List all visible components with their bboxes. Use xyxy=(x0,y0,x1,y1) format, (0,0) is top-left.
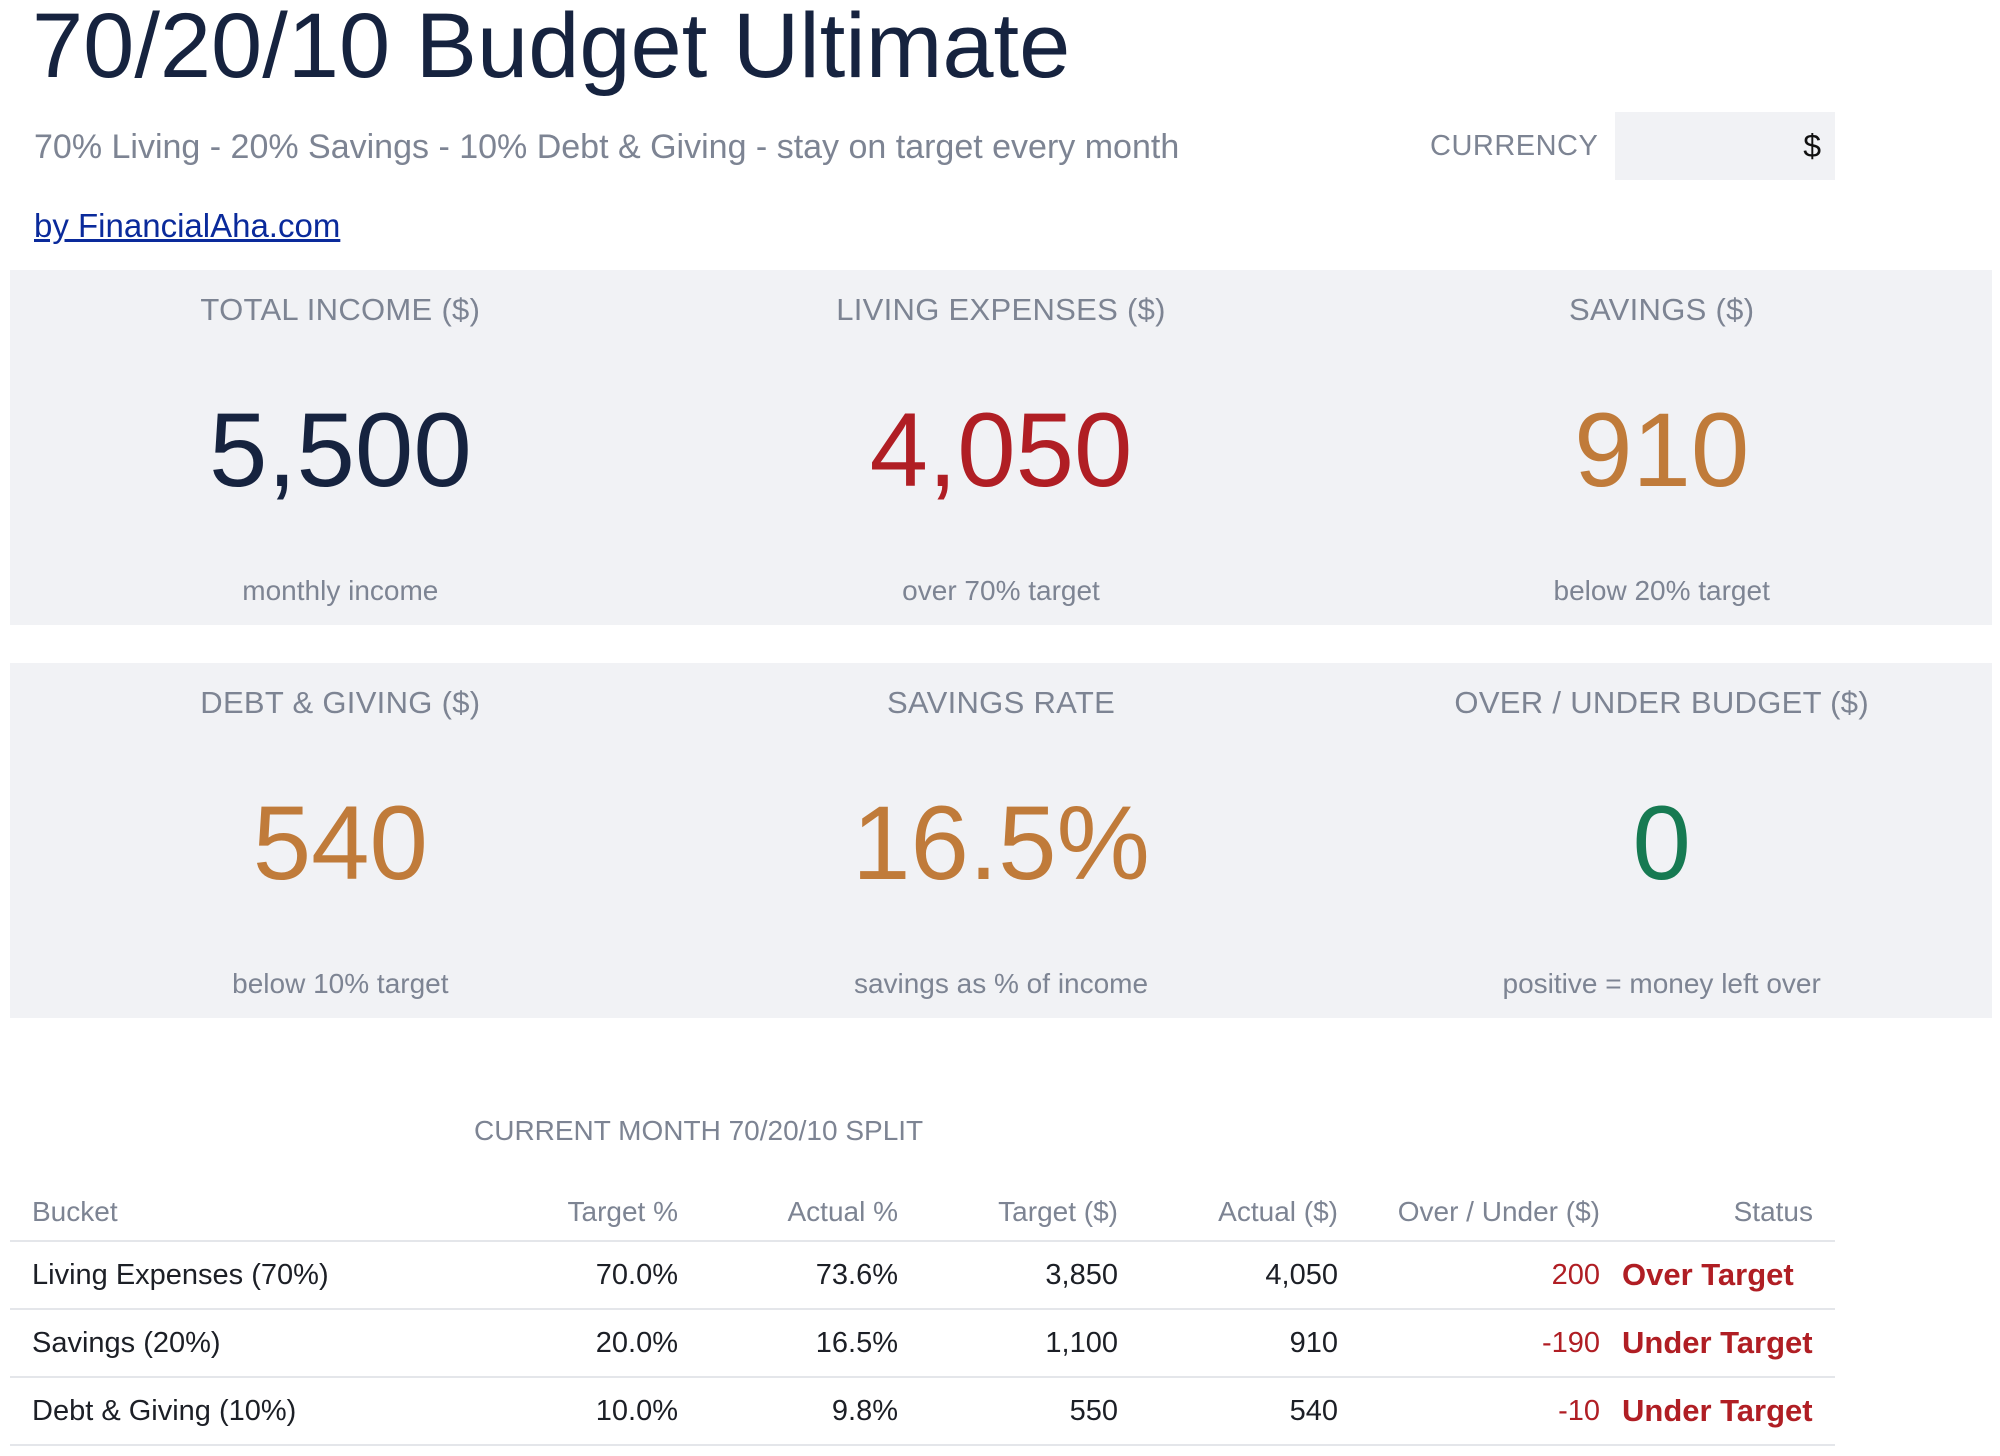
column-header: Actual % xyxy=(700,1184,920,1242)
card-note: positive = money left over xyxy=(1502,968,1821,999)
card-value: 910 xyxy=(1574,392,1750,509)
currency-label: CURRENCY xyxy=(1430,130,1599,162)
byline-link[interactable]: by FinancialAha.com xyxy=(34,207,341,244)
column-header: Target ($) xyxy=(920,1184,1140,1242)
target-pct-cell: 10.0% xyxy=(480,1377,700,1446)
card-label: SAVINGS RATE xyxy=(886,685,1116,720)
target-pct-cell: 20.0% xyxy=(480,1309,700,1378)
card-note: monthly income xyxy=(242,575,439,606)
summary-panel-top: TOTAL INCOME ($) 5,500 monthly income LI… xyxy=(10,270,1992,625)
column-header: Actual ($) xyxy=(1140,1184,1360,1242)
summary-panel-bottom: DEBT & GIVING ($) 540 below 10% target S… xyxy=(10,663,1992,1018)
table-row: Living Expenses (70%) 70.0% 73.6% 3,850 … xyxy=(10,1241,1835,1310)
card-label: DEBT & GIVING ($) xyxy=(200,685,481,720)
page-title: 70/20/10 Budget Ultimate xyxy=(32,0,1071,97)
table-row: Debt & Giving (10%) 10.0% 9.8% 550 540 -… xyxy=(10,1377,1835,1446)
card-value: 16.5% xyxy=(852,785,1150,902)
actual-amount-cell: 910 xyxy=(1140,1309,1360,1378)
actual-pct-cell: 73.6% xyxy=(700,1241,920,1310)
over-under-cell: 200 xyxy=(1360,1241,1622,1310)
target-amount-cell: 1,100 xyxy=(920,1309,1140,1378)
card-value: 540 xyxy=(252,785,428,902)
card-note: below 10% target xyxy=(232,968,449,999)
card-total-income: TOTAL INCOME ($) 5,500 monthly income xyxy=(10,270,671,625)
split-table: Bucket Target % Actual % Target ($) Actu… xyxy=(10,1184,1835,1446)
card-value: 4,050 xyxy=(869,392,1133,509)
status-cell: Over Target xyxy=(1622,1241,1835,1310)
status-cell: Under Target xyxy=(1622,1377,1835,1446)
split-section-title: CURRENT MONTH 70/20/10 SPLIT xyxy=(474,1115,924,1146)
card-debt-giving: DEBT & GIVING ($) 540 below 10% target xyxy=(10,663,671,1018)
actual-amount-cell: 4,050 xyxy=(1140,1241,1360,1310)
card-note: savings as % of income xyxy=(853,968,1149,999)
card-note: below 20% target xyxy=(1553,575,1770,606)
card-savings: SAVINGS ($) 910 below 20% target xyxy=(1331,270,1992,625)
column-header: Bucket xyxy=(10,1184,480,1242)
card-label: OVER / UNDER BUDGET ($) xyxy=(1454,685,1869,720)
card-label: LIVING EXPENSES ($) xyxy=(836,292,1166,327)
card-over-under: OVER / UNDER BUDGET ($) 0 positive = mon… xyxy=(1331,663,1992,1018)
column-header: Target % xyxy=(480,1184,700,1242)
actual-pct-cell: 16.5% xyxy=(700,1309,920,1378)
card-note: over 70% target xyxy=(902,575,1100,606)
target-amount-cell: 3,850 xyxy=(920,1241,1140,1310)
page-subtitle: 70% Living - 20% Savings - 10% Debt & Gi… xyxy=(34,128,1180,166)
card-value: 0 xyxy=(1632,785,1691,902)
card-label: TOTAL INCOME ($) xyxy=(200,292,481,327)
currency-input[interactable] xyxy=(1615,112,1835,180)
column-header: Status xyxy=(1622,1184,1835,1242)
actual-amount-cell: 540 xyxy=(1140,1377,1360,1446)
table-header-row: Bucket Target % Actual % Target ($) Actu… xyxy=(10,1184,1835,1242)
over-under-cell: -10 xyxy=(1360,1377,1622,1446)
actual-pct-cell: 9.8% xyxy=(700,1377,920,1446)
status-cell: Under Target xyxy=(1622,1309,1835,1378)
card-value: 5,500 xyxy=(208,392,472,509)
column-header: Over / Under ($) xyxy=(1360,1184,1622,1242)
bucket-cell: Savings (20%) xyxy=(10,1309,480,1378)
bucket-cell: Living Expenses (70%) xyxy=(10,1241,480,1310)
bucket-cell: Debt & Giving (10%) xyxy=(10,1377,480,1446)
card-label: SAVINGS ($) xyxy=(1569,292,1755,327)
over-under-cell: -190 xyxy=(1360,1309,1622,1378)
target-amount-cell: 550 xyxy=(920,1377,1140,1446)
card-living-expenses: LIVING EXPENSES ($) 4,050 over 70% targe… xyxy=(671,270,1332,625)
card-savings-rate: SAVINGS RATE 16.5% savings as % of incom… xyxy=(671,663,1332,1018)
target-pct-cell: 70.0% xyxy=(480,1241,700,1310)
table-row: Savings (20%) 20.0% 16.5% 1,100 910 -190… xyxy=(10,1309,1835,1378)
